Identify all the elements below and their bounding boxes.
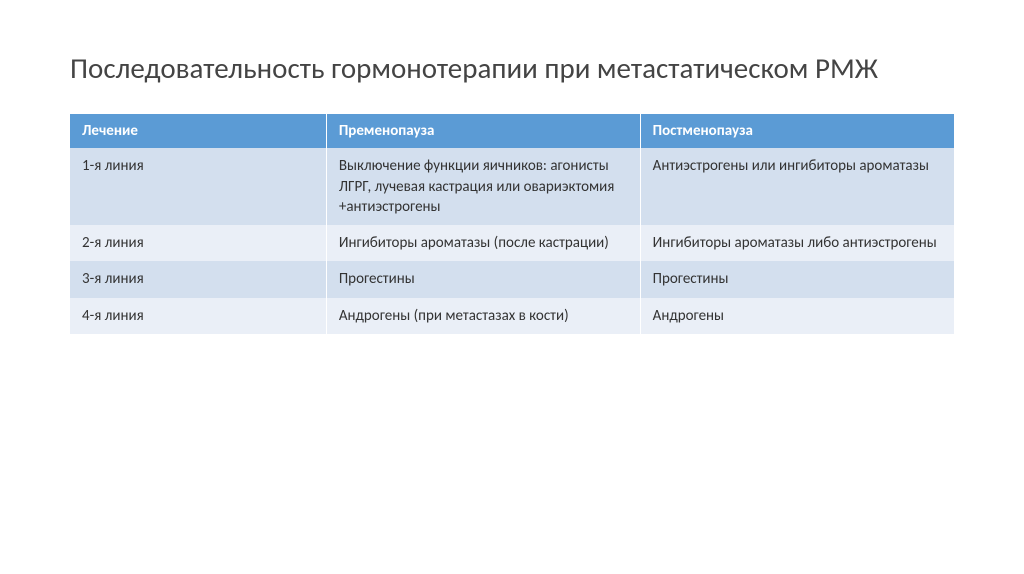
table-header-cell: Постменопауза <box>640 114 954 148</box>
table-cell: Выключение функции яичников: агонисты ЛГ… <box>326 148 640 225</box>
table-cell: 4-я линия <box>70 298 326 334</box>
table-cell: Ингибиторы ароматазы (после кастрации) <box>326 225 640 261</box>
table-cell: Прогестины <box>640 261 954 297</box>
table-cell: Ингибиторы ароматазы либо антиэстрогены <box>640 225 954 261</box>
table-cell: 2-я линия <box>70 225 326 261</box>
page-title: Последовательность гормонотерапии при ме… <box>70 50 954 86</box>
table-cell: Андрогены <box>640 298 954 334</box>
table-header-row: Лечение Пременопауза Постменопауза <box>70 114 954 148</box>
table-row: 1-я линия Выключение функции яичников: а… <box>70 148 954 225</box>
table-cell: 1-я линия <box>70 148 326 225</box>
table-row: 2-я линия Ингибиторы ароматазы (после ка… <box>70 225 954 261</box>
table-header-cell: Лечение <box>70 114 326 148</box>
table-cell: 3-я линия <box>70 261 326 297</box>
table-cell: Андрогены (при метастазах в кости) <box>326 298 640 334</box>
table-row: 3-я линия Прогестины Прогестины <box>70 261 954 297</box>
therapy-table: Лечение Пременопауза Постменопауза 1-я л… <box>70 114 954 334</box>
table-row: 4-я линия Андрогены (при метастазах в ко… <box>70 298 954 334</box>
table-cell: Прогестины <box>326 261 640 297</box>
table-cell: Антиэстрогены или ингибиторы ароматазы <box>640 148 954 225</box>
table-body: 1-я линия Выключение функции яичников: а… <box>70 148 954 334</box>
table-header-cell: Пременопауза <box>326 114 640 148</box>
